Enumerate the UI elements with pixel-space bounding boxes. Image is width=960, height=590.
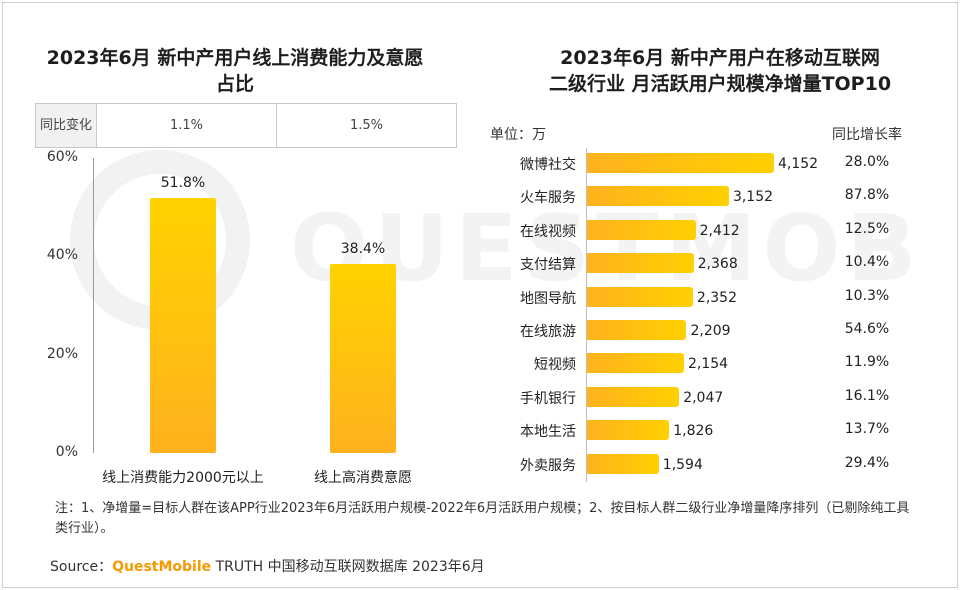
bar-value-label: 2,352 bbox=[696, 289, 738, 306]
bar bbox=[587, 219, 696, 240]
bar bbox=[587, 253, 694, 274]
category-label: 短视频 bbox=[534, 357, 576, 374]
yoy-header: 同比变化 bbox=[35, 103, 97, 148]
category-label: 在线视频 bbox=[520, 223, 576, 240]
bar-value-label: 2,047 bbox=[683, 389, 724, 406]
growth-rate: 11.9% bbox=[844, 354, 890, 371]
growth-rate: 16.1% bbox=[844, 387, 890, 404]
growth-rate: 10.3% bbox=[844, 287, 890, 304]
growth-rate: 28.0% bbox=[844, 154, 890, 170]
bar bbox=[587, 420, 670, 441]
source-prefix: Source： bbox=[50, 559, 113, 575]
right-y-axis-line bbox=[586, 148, 587, 482]
bar-value-label: 3,152 bbox=[732, 189, 774, 206]
bar-value-label: 2,368 bbox=[697, 256, 738, 273]
source-suffix: TRUTH 中国移动互联网数据库 2023年6月 bbox=[211, 559, 485, 575]
bar-value-label: 1,594 bbox=[662, 456, 703, 473]
right-chart-title: 2023年6月 新中产用户在移动互联网 二级行业 月活跃用户规模净增量TOP10 bbox=[490, 45, 950, 97]
bar-value-label: 2,412 bbox=[699, 222, 740, 239]
x-category-label: 线上高消费意愿 bbox=[314, 470, 412, 486]
bar bbox=[587, 153, 774, 173]
y-tick-label: 40% bbox=[46, 247, 78, 264]
bar bbox=[330, 264, 396, 453]
bar bbox=[150, 198, 216, 453]
category-label: 地图导航 bbox=[520, 290, 576, 307]
bar-value-label: 4,152 bbox=[778, 156, 819, 172]
growth-header: 同比增长率 bbox=[832, 127, 902, 143]
yoy-change-table: 同比变化 1.1% 1.5% bbox=[35, 103, 457, 148]
growth-rate: 29.4% bbox=[844, 454, 890, 471]
growth-rate: 13.7% bbox=[844, 421, 890, 438]
y-tick-label: 20% bbox=[46, 345, 78, 362]
category-label: 微博社交 bbox=[520, 157, 576, 173]
bar-value-label: 1,826 bbox=[673, 423, 714, 440]
bar-value-label: 51.8% bbox=[160, 175, 206, 192]
category-label: 支付结算 bbox=[520, 257, 576, 274]
category-label: 本地生活 bbox=[520, 424, 576, 441]
bar bbox=[587, 286, 693, 307]
category-label: 火车服务 bbox=[520, 190, 576, 207]
footnote: 注：1、净增量=目标人群在该APP行业2023年6月活跃用户规模-2022年6月… bbox=[55, 501, 910, 536]
bar-value-label: 2,209 bbox=[690, 323, 731, 339]
left-y-axis-line bbox=[93, 158, 94, 453]
growth-rate: 12.5% bbox=[844, 220, 890, 237]
yoy-value: 1.1% bbox=[96, 103, 277, 148]
category-label: 在线旅游 bbox=[520, 324, 576, 340]
unit-label: 单位：万 bbox=[490, 127, 546, 143]
source-brand: QuestMobile bbox=[112, 559, 212, 575]
growth-rate: 87.8% bbox=[844, 187, 890, 204]
bar bbox=[587, 320, 687, 340]
right-chart-title-line2: 二级行业 月活跃用户规模净增量TOP10 bbox=[548, 73, 892, 95]
yoy-value: 1.5% bbox=[276, 103, 457, 148]
bar bbox=[587, 453, 659, 474]
growth-rate: 54.6% bbox=[844, 321, 890, 337]
x-category-label: 线上消费能力2000元以上 bbox=[102, 470, 264, 486]
y-tick-label: 0% bbox=[55, 444, 78, 460]
right-chart-title-line1: 2023年6月 新中产用户在移动互联网 bbox=[560, 47, 880, 69]
bar bbox=[587, 386, 680, 407]
growth-rate: 10.4% bbox=[844, 254, 890, 271]
category-label: 手机银行 bbox=[520, 390, 576, 407]
bar bbox=[587, 353, 684, 374]
source-line: Source：QuestMobile TRUTH 中国移动互联网数据库 2023… bbox=[50, 556, 485, 576]
bar-value-label: 2,154 bbox=[688, 356, 729, 373]
category-label: 外卖服务 bbox=[520, 457, 576, 474]
bar bbox=[587, 186, 729, 207]
y-tick-label: 60% bbox=[46, 149, 78, 165]
left-chart-title: 2023年6月 新中产用户线上消费能力及意愿占比 bbox=[46, 47, 424, 95]
bar-value-label: 38.4% bbox=[340, 241, 386, 258]
